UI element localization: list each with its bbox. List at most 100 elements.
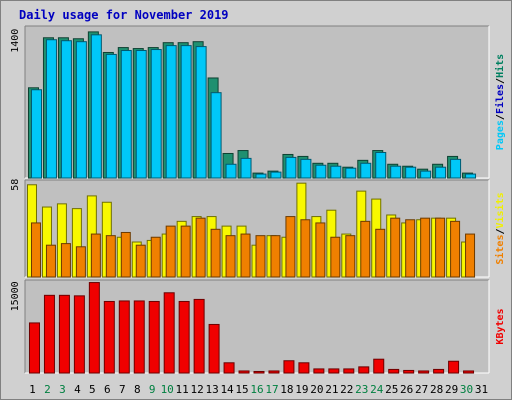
legend-entry: / bbox=[495, 114, 506, 120]
bar-kbytes-day-10 bbox=[163, 292, 175, 374]
x-tick-label-day-14: 14 bbox=[220, 383, 234, 396]
bar-files-day-14 bbox=[225, 163, 237, 179]
bar-kbytes-day-16 bbox=[253, 370, 265, 374]
bar-kbytes-day-5 bbox=[88, 282, 100, 374]
bar-files-day-12 bbox=[195, 46, 207, 179]
x-tick-label-day-3: 3 bbox=[59, 383, 66, 396]
bar-sites-day-23 bbox=[360, 220, 371, 278]
bar-files-day-19 bbox=[300, 158, 312, 179]
bar-kbytes-day-8 bbox=[133, 300, 145, 374]
bar-kbytes-day-29 bbox=[448, 360, 460, 374]
bar-files-day-11 bbox=[180, 45, 192, 179]
x-tick-label-day-26: 26 bbox=[400, 383, 413, 396]
bar-files-day-26 bbox=[405, 166, 417, 179]
bar-sites-day-10 bbox=[165, 225, 176, 278]
legend-entry: Pages bbox=[495, 120, 506, 150]
bar-sites-day-22 bbox=[345, 235, 356, 278]
bar-kbytes-day-18 bbox=[283, 360, 295, 374]
bar-sites-day-25 bbox=[390, 217, 401, 278]
bar-sites-day-20 bbox=[315, 222, 326, 278]
bar-files-day-1 bbox=[30, 89, 42, 179]
bar-kbytes-day-11 bbox=[178, 300, 190, 374]
bar-sites-day-13 bbox=[210, 228, 221, 278]
bar-kbytes-day-30 bbox=[463, 370, 475, 374]
bar-files-day-30 bbox=[465, 173, 477, 179]
x-tick-label-day-4: 4 bbox=[74, 383, 81, 396]
legend-entry: Sites bbox=[494, 235, 506, 265]
legend-entry: KBytes bbox=[495, 308, 506, 344]
x-tick-label-day-5: 5 bbox=[89, 383, 96, 396]
bar-kbytes-day-13 bbox=[208, 323, 220, 374]
bar-files-day-15 bbox=[240, 157, 252, 179]
bar-files-day-16 bbox=[255, 173, 267, 179]
bar-kbytes-day-25 bbox=[388, 368, 400, 374]
bar-sites-day-18 bbox=[285, 216, 296, 278]
bar-sites-day-24 bbox=[375, 228, 386, 278]
legend-entry: Hits bbox=[494, 54, 506, 78]
legend-visits-sites: Sites/Visits bbox=[494, 192, 506, 264]
bar-sites-day-6 bbox=[105, 235, 116, 278]
bar-files-day-6 bbox=[105, 53, 117, 179]
bar-sites-day-11 bbox=[180, 225, 191, 278]
bar-kbytes-day-4 bbox=[73, 295, 85, 374]
bar-files-day-17 bbox=[270, 171, 282, 179]
x-tick-label-day-31: 31 bbox=[475, 383, 488, 396]
legend-kbytes: KBytes bbox=[495, 308, 506, 344]
x-tick-label-day-18: 18 bbox=[280, 383, 293, 396]
panel-background bbox=[25, 26, 489, 178]
bar-sites-day-4 bbox=[75, 246, 86, 278]
x-tick-label-day-9: 9 bbox=[149, 383, 156, 396]
bar-sites-day-12 bbox=[195, 217, 206, 278]
bar-kbytes-day-28 bbox=[433, 368, 445, 374]
bar-sites-day-28 bbox=[435, 217, 446, 278]
x-tick-label-day-28: 28 bbox=[430, 383, 443, 396]
bar-sites-day-15 bbox=[240, 233, 251, 278]
bar-files-day-23 bbox=[360, 162, 372, 179]
panel-background bbox=[25, 280, 489, 373]
bar-kbytes-day-26 bbox=[403, 369, 415, 374]
x-tick-label-day-23: 23 bbox=[355, 383, 368, 396]
y-tick-label: 58 bbox=[10, 179, 21, 191]
bar-files-day-5 bbox=[90, 34, 102, 179]
bar-files-day-25 bbox=[390, 165, 402, 179]
bar-kbytes-day-7 bbox=[118, 300, 130, 374]
bar-sites-day-5 bbox=[90, 233, 101, 278]
bar-kbytes-day-20 bbox=[313, 368, 325, 374]
bar-files-day-21 bbox=[330, 165, 342, 179]
bar-kbytes-day-27 bbox=[418, 370, 430, 374]
bar-kbytes-day-14 bbox=[223, 362, 235, 374]
x-tick-label-day-20: 20 bbox=[310, 383, 323, 396]
bar-sites-day-21 bbox=[330, 236, 341, 278]
bar-sites-day-30 bbox=[465, 233, 476, 278]
bar-files-day-9 bbox=[150, 49, 162, 179]
bar-files-day-28 bbox=[435, 166, 447, 179]
x-tick-label-day-2: 2 bbox=[44, 383, 51, 396]
bar-files-day-8 bbox=[135, 50, 147, 179]
x-tick-label-day-30: 30 bbox=[460, 383, 473, 396]
bar-kbytes-day-2 bbox=[43, 294, 55, 374]
y-tick-label: 15000 bbox=[10, 281, 21, 311]
bar-files-day-2 bbox=[45, 39, 57, 179]
legend-hits-files-pages: Pages/Files/Hits bbox=[494, 54, 506, 150]
bar-kbytes-day-6 bbox=[103, 300, 115, 374]
bar-sites-day-2 bbox=[45, 244, 56, 278]
legend-entry: / bbox=[495, 228, 506, 234]
bar-files-day-27 bbox=[420, 170, 432, 179]
bar-sites-day-27 bbox=[420, 217, 431, 278]
x-tick-label-day-1: 1 bbox=[29, 383, 36, 396]
legend-entry: / bbox=[495, 78, 506, 84]
bar-kbytes-day-9 bbox=[148, 300, 160, 374]
bar-files-day-29 bbox=[450, 158, 462, 179]
bar-sites-day-8 bbox=[135, 244, 146, 278]
legend-entry: Visits bbox=[494, 192, 506, 228]
x-tick-label-day-21: 21 bbox=[325, 383, 338, 396]
bar-files-day-7 bbox=[120, 50, 132, 179]
chart-panels: 1400Pages/Files/Hits58Sites/Visits15000K… bbox=[10, 25, 506, 374]
bar-sites-day-17 bbox=[270, 235, 281, 278]
bar-kbytes-day-1 bbox=[28, 322, 40, 374]
x-tick-label-day-12: 12 bbox=[191, 383, 204, 396]
x-tick-label-day-15: 15 bbox=[235, 383, 248, 396]
x-tick-label-day-19: 19 bbox=[295, 383, 308, 396]
bar-kbytes-day-19 bbox=[298, 362, 310, 374]
